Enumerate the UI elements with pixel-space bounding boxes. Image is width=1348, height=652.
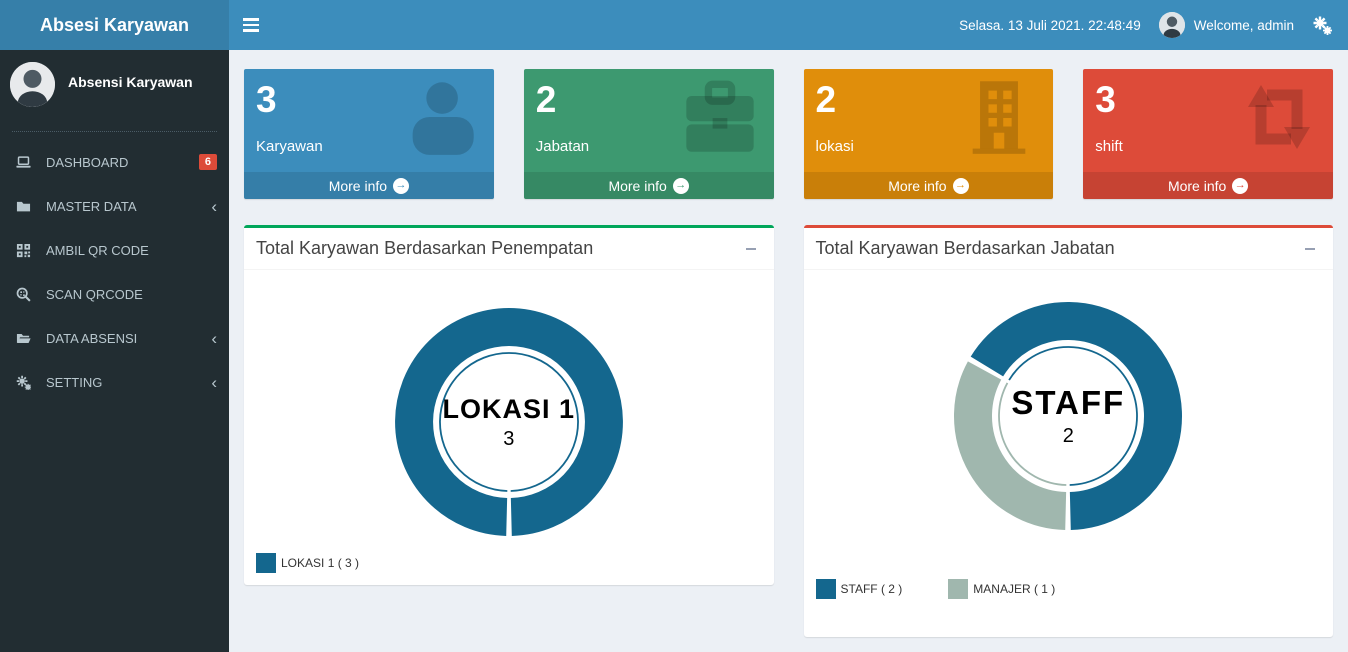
collapse-button[interactable] xyxy=(740,242,762,256)
minimize-icon xyxy=(745,247,756,250)
chevron-left-icon: ‹ xyxy=(211,372,217,392)
chart-panels-row: Total Karyawan Berdasarkan Penempatan LO… xyxy=(244,225,1333,637)
more-info-link[interactable]: More info → xyxy=(244,172,494,199)
sidebar-item-setting[interactable]: SETTING ‹ xyxy=(0,360,229,404)
datetime-text: Selasa. 13 Juli 2021. 22:48:49 xyxy=(959,17,1141,33)
infobox-value: 2 xyxy=(535,79,557,120)
dashboard-badge: 6 xyxy=(198,154,217,170)
infobox-label: lokasi xyxy=(815,138,854,155)
infobox-karyawan: 3 Karyawan More info → xyxy=(244,69,494,199)
legend-swatch xyxy=(815,579,836,599)
infobox-label: Jabatan xyxy=(535,138,590,155)
user-menu[interactable]: Welcome, admin xyxy=(1158,12,1294,38)
infobox-shift: 3 shift More info → xyxy=(1083,69,1333,199)
sidebar-item-ambil-qr-code[interactable]: AMBIL QR CODE xyxy=(0,228,229,272)
more-info-link[interactable]: More info → xyxy=(1083,172,1333,199)
infobox-value: 3 xyxy=(1095,79,1116,120)
qrcode-icon xyxy=(16,243,38,258)
app-logo[interactable]: Absesi Karyawan xyxy=(0,0,229,50)
user-avatar xyxy=(1158,12,1185,38)
panel-penempatan: Total Karyawan Berdasarkan Penempatan LO… xyxy=(244,225,774,585)
sidebar-user-panel: Absensi Karyawan xyxy=(0,50,229,121)
chevron-left-icon: ‹ xyxy=(211,328,217,348)
infobox-lokasi: 2 lokasi More info → xyxy=(803,69,1054,199)
sidebar-item-dashboard[interactable]: DASHBOARD 6 xyxy=(0,140,229,184)
refresh-icon xyxy=(1239,77,1319,162)
infobox-value: 3 xyxy=(256,79,277,120)
panel-jabatan: Total Karyawan Berdasarkan Jabatan STAFF… xyxy=(803,225,1333,637)
sidebar-item-label: SETTING xyxy=(46,374,103,390)
gears-icon xyxy=(16,375,38,390)
legend-item: MANAJER ( 1 ) xyxy=(948,579,1055,599)
donut-chart-jabatan[interactable] xyxy=(938,286,1198,546)
brand-title: Absesi Karyawan xyxy=(39,14,190,35)
user-icon xyxy=(400,77,480,162)
welcome-text: Welcome, admin xyxy=(1193,17,1294,33)
arrow-circle-icon: → xyxy=(952,177,969,194)
briefcase-icon xyxy=(680,77,760,162)
more-info-link[interactable]: More info → xyxy=(803,172,1054,199)
sidebar-item-label: AMBIL QR CODE xyxy=(46,242,149,258)
sidebar-menu: DASHBOARD 6 MASTER DATA ‹ AMBIL QR CODE … xyxy=(0,140,229,404)
legend-item: LOKASI 1 ( 3 ) xyxy=(256,553,359,573)
chart-legend: STAFF ( 2 ) MANAJER ( 1 ) xyxy=(815,579,1055,599)
infobox-row: 3 Karyawan More info → 2 Jabatan More in… xyxy=(244,69,1333,199)
sidebar-divider xyxy=(12,131,217,132)
sidebar-item-label: DASHBOARD xyxy=(46,154,129,170)
main-content: 3 Karyawan More info → 2 Jabatan More in… xyxy=(229,50,1348,652)
building-icon xyxy=(959,77,1039,162)
arrow-circle-icon: → xyxy=(1232,177,1249,194)
qr-scan-icon xyxy=(16,287,38,302)
sidebar-user-avatar xyxy=(10,62,55,107)
chevron-left-icon: ‹ xyxy=(211,196,217,216)
panel-title: Total Karyawan Berdasarkan Jabatan xyxy=(815,238,1115,258)
gears-icon[interactable] xyxy=(1312,15,1332,35)
legend-swatch xyxy=(948,579,969,599)
infobox-value: 2 xyxy=(815,79,837,120)
folder-icon xyxy=(16,199,38,214)
infobox-jabatan: 2 Jabatan More info → xyxy=(523,69,774,199)
panel-title: Total Karyawan Berdasarkan Penempatan xyxy=(256,238,594,258)
collapse-button[interactable] xyxy=(1299,242,1321,256)
top-navbar: Absesi Karyawan Selasa. 13 Juli 2021. 22… xyxy=(0,0,1348,50)
sidebar-item-master-data[interactable]: MASTER DATA ‹ xyxy=(0,184,229,228)
folder-open-icon xyxy=(16,331,38,346)
arrow-circle-icon: → xyxy=(393,177,410,194)
minimize-icon xyxy=(1305,247,1315,250)
legend-swatch xyxy=(256,553,276,573)
sidebar-toggle-button[interactable] xyxy=(229,0,273,50)
sidebar-user-name: Absensi Karyawan xyxy=(68,74,193,90)
sidebar-item-scan-qrcode[interactable]: SCAN QRCODE xyxy=(0,272,229,316)
sidebar-item-label: MASTER DATA xyxy=(46,198,137,214)
infobox-label: shift xyxy=(1095,138,1123,155)
laptop-icon xyxy=(16,155,38,170)
infobox-label: Karyawan xyxy=(256,138,323,155)
more-info-link[interactable]: More info → xyxy=(523,172,774,199)
legend-item: STAFF ( 2 ) xyxy=(815,579,902,599)
sidebar-item-data-absensi[interactable]: DATA ABSENSI ‹ xyxy=(0,316,229,360)
sidebar: Absensi Karyawan DASHBOARD 6 MASTER DATA… xyxy=(0,50,229,652)
sidebar-item-label: DATA ABSENSI xyxy=(46,330,138,346)
sidebar-item-label: SCAN QRCODE xyxy=(46,286,143,302)
donut-chart-penempatan[interactable] xyxy=(379,292,639,552)
chart-legend: LOKASI 1 ( 3 ) xyxy=(256,553,359,573)
arrow-circle-icon: → xyxy=(672,177,689,194)
